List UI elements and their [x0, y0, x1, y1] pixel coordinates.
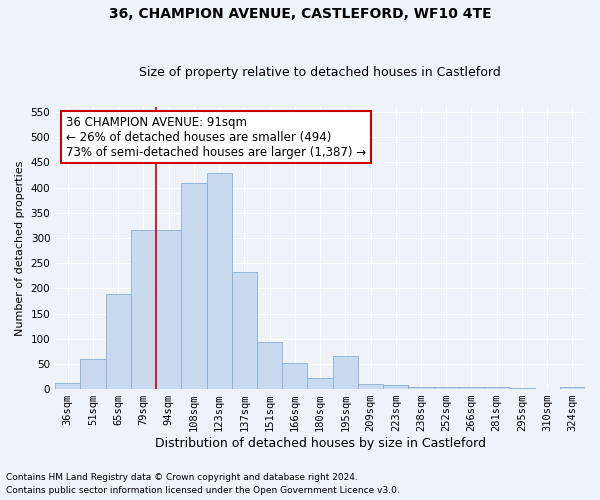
Bar — [55, 383, 80, 389]
Bar — [181, 182, 206, 389]
Bar — [535, 388, 560, 389]
Bar — [232, 272, 257, 389]
Bar — [434, 386, 459, 389]
Bar — [106, 294, 131, 389]
Bar — [409, 386, 434, 389]
Bar — [459, 386, 484, 389]
Bar — [156, 230, 181, 389]
Bar — [383, 385, 409, 389]
Bar — [560, 387, 585, 389]
Bar — [131, 230, 156, 389]
Bar — [358, 384, 383, 389]
Title: Size of property relative to detached houses in Castleford: Size of property relative to detached ho… — [139, 66, 501, 80]
Bar — [282, 363, 307, 389]
Bar — [484, 386, 509, 389]
Text: Contains HM Land Registry data © Crown copyright and database right 2024.
Contai: Contains HM Land Registry data © Crown c… — [6, 474, 400, 495]
Bar — [307, 378, 332, 389]
Y-axis label: Number of detached properties: Number of detached properties — [15, 160, 25, 336]
Bar — [509, 388, 535, 389]
Bar — [257, 342, 282, 389]
Bar — [80, 359, 106, 389]
X-axis label: Distribution of detached houses by size in Castleford: Distribution of detached houses by size … — [155, 437, 485, 450]
Bar — [332, 356, 358, 389]
Text: 36 CHAMPION AVENUE: 91sqm
← 26% of detached houses are smaller (494)
73% of semi: 36 CHAMPION AVENUE: 91sqm ← 26% of detac… — [66, 116, 366, 158]
Text: 36, CHAMPION AVENUE, CASTLEFORD, WF10 4TE: 36, CHAMPION AVENUE, CASTLEFORD, WF10 4T… — [109, 8, 491, 22]
Bar — [206, 172, 232, 389]
